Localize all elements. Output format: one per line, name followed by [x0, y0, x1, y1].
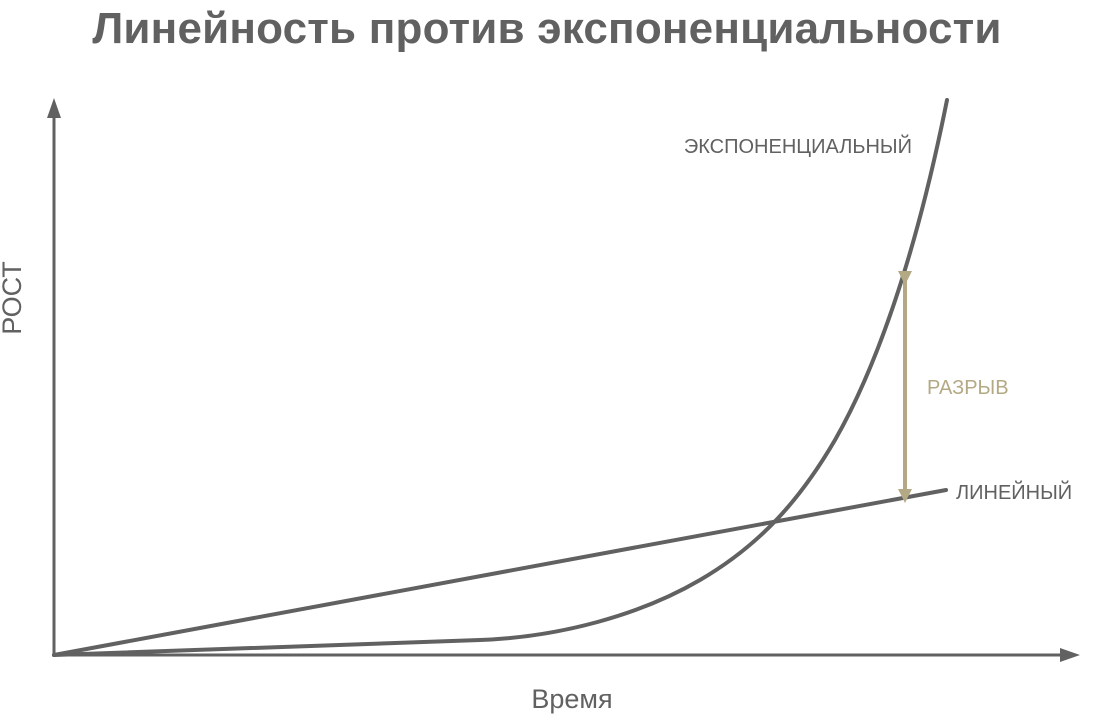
gap-label: РАЗРЫВ	[927, 377, 1009, 399]
x-axis-label: Время	[531, 684, 612, 714]
chart-title: Линейность против экспоненциальности	[92, 4, 1002, 53]
y-axis-arrow-icon	[47, 98, 61, 118]
y-axis-label: РОСТ	[0, 261, 27, 335]
series-label-linear: ЛИНЕЙНЫЙ	[956, 480, 1072, 504]
series-label-exponential: ЭКСПОНЕНЦИАЛЬНЫЙ	[684, 134, 912, 158]
series-line-linear	[52, 488, 948, 657]
x-axis-arrow-icon	[1060, 648, 1080, 662]
